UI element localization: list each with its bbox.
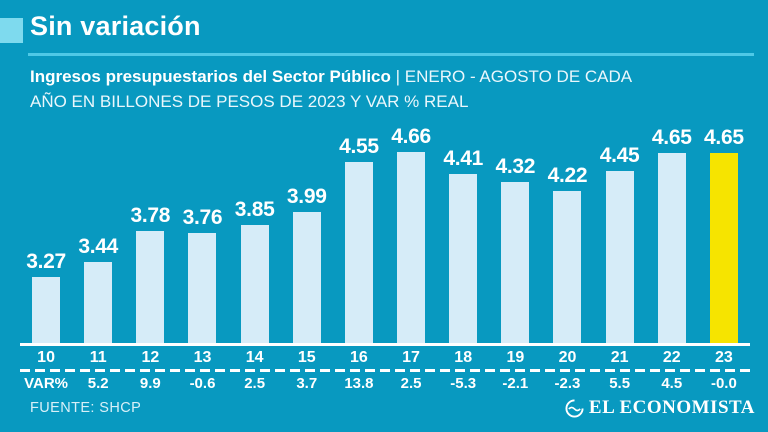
- year-label: 19: [506, 349, 525, 366]
- source-note: FUENTE: SHCP: [30, 400, 142, 416]
- bar-value-label: 3.85: [234, 198, 275, 221]
- bar: [188, 233, 217, 344]
- year-label: 13: [193, 349, 212, 366]
- el-economista-logo-icon: [565, 398, 584, 417]
- year-label: 12: [141, 349, 160, 366]
- title-underline: [28, 53, 754, 56]
- bar-column-12: 3.78: [124, 122, 176, 344]
- bar-value-label: 4.65: [704, 126, 744, 149]
- var-percent-row: VAR% 5.2 9.9 -0.6 2.5 3.7 13.8 2.5 -5.3 -2.1 -2.3 5…: [20, 375, 750, 392]
- year-label: 16: [350, 349, 368, 366]
- var-value: 13.8: [344, 375, 374, 392]
- bar-column-20: 4.22: [541, 122, 593, 344]
- year-label: 18: [454, 349, 473, 366]
- bar-column-19: 4.32: [489, 122, 541, 344]
- bar-value-label: 4.32: [495, 155, 536, 178]
- bar: [553, 191, 582, 344]
- subtitle-rest-line1: ENERO - AGOSTO DE CADA: [404, 67, 633, 86]
- bar: [605, 171, 634, 344]
- year-label: 23: [715, 349, 733, 366]
- bar: [501, 182, 530, 344]
- var-value: -2.3: [554, 375, 581, 392]
- bar-value-label: 3.99: [286, 185, 327, 208]
- var-value: -0.6: [189, 375, 216, 392]
- bar-value-label: 4.55: [339, 135, 379, 158]
- bar-column-13: 3.76: [176, 122, 228, 344]
- title-accent-square: [0, 18, 23, 43]
- bar-value-label: 4.22: [547, 164, 588, 187]
- bar-chart: 3.27 3.44 3.78 3.76 3.85 3.99 4.55 4.66 4.41 4.32…: [20, 122, 750, 344]
- bar-value-label: 3.44: [78, 235, 119, 258]
- var-value: 2.5: [244, 375, 266, 392]
- var-value: -2.1: [502, 375, 529, 392]
- bar-column-15: 3.99: [281, 122, 333, 344]
- var-value: 5.5: [609, 375, 631, 392]
- bar-value-label: 3.27: [26, 250, 66, 273]
- year-label: 10: [37, 349, 55, 366]
- var-row-label: VAR%: [24, 375, 69, 392]
- subtitle-separator: |: [395, 67, 401, 86]
- var-value: 4.5: [661, 375, 683, 392]
- bar: [292, 212, 321, 344]
- bar-value-label: 3.78: [130, 204, 171, 227]
- bar: [449, 174, 478, 344]
- var-value: -0.0: [710, 375, 737, 392]
- bar: [136, 231, 165, 344]
- bar-value-label: 4.66: [391, 125, 431, 148]
- var-value: 9.9: [139, 375, 161, 392]
- bar-column-17: 4.66: [385, 122, 437, 344]
- bar: [240, 225, 269, 344]
- subtitle-bold-text: Ingresos presupuestarios del Sector Públ…: [30, 67, 391, 86]
- bar-column-10: 3.27: [20, 122, 72, 344]
- var-value: 2.5: [400, 375, 422, 392]
- year-label: 17: [402, 349, 420, 366]
- bar-highlighted: [709, 153, 738, 344]
- bar: [32, 277, 61, 344]
- bar-value-label: 4.65: [651, 126, 692, 149]
- year-label: 21: [610, 349, 629, 366]
- bar-column-23: 4.65: [698, 122, 750, 344]
- bar-column-16: 4.55: [333, 122, 385, 344]
- year-label: 11: [89, 349, 107, 366]
- year-label: 20: [558, 349, 577, 366]
- year-label: 14: [245, 349, 264, 366]
- var-value: 5.2: [87, 375, 109, 392]
- bar: [344, 162, 373, 344]
- var-value: 3.7: [296, 375, 318, 392]
- dashed-divider: [20, 369, 750, 372]
- var-value: -5.3: [450, 375, 477, 392]
- bar-column-11: 3.44: [72, 122, 124, 344]
- bar: [657, 153, 686, 344]
- bar-column-22: 4.65: [646, 122, 698, 344]
- brand-name: EL ECONOMISTA: [588, 397, 755, 418]
- x-axis-year-labels: 10 11 12 13 14 15 16 17 18 19 20 21 22 23: [20, 349, 750, 367]
- bar: [397, 152, 426, 344]
- brand-logo: EL ECONOMISTA: [565, 397, 755, 419]
- page-title: Sin variación: [30, 11, 201, 41]
- chart-subtitle: Ingresos presupuestarios del Sector Públ…: [30, 64, 756, 114]
- bar-value-label: 4.45: [599, 144, 640, 167]
- bar-column-21: 4.45: [594, 122, 646, 344]
- bar: [84, 262, 113, 344]
- bar-column-18: 4.41: [437, 122, 489, 344]
- subtitle-line2: AÑO EN BILLONES DE PESOS DE 2023 Y VAR %…: [30, 92, 469, 111]
- year-label: 22: [662, 349, 681, 366]
- bar-value-label: 4.41: [443, 147, 484, 170]
- year-label: 15: [297, 349, 316, 366]
- bar-value-label: 3.76: [182, 206, 223, 229]
- bar-column-14: 3.85: [229, 122, 281, 344]
- chart-baseline: [20, 343, 750, 346]
